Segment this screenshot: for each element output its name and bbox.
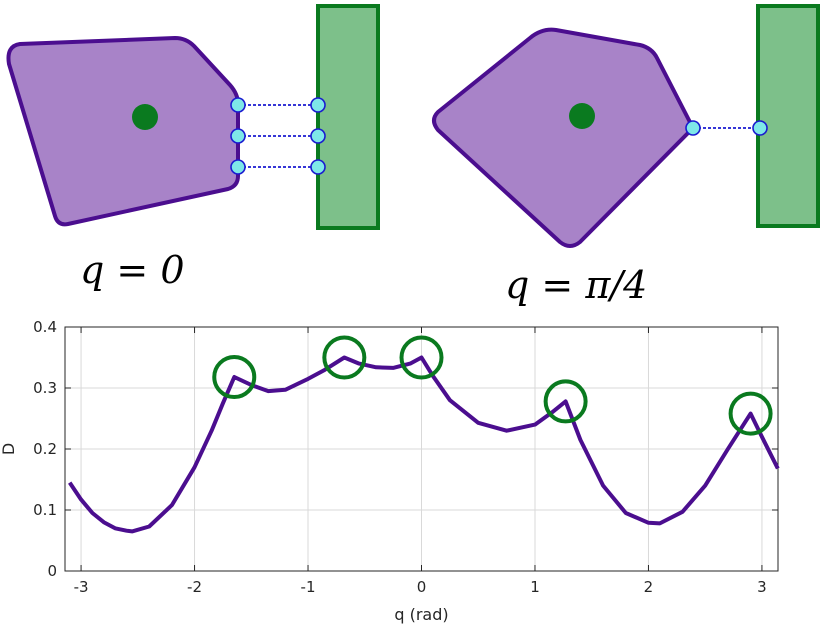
y-tick-label: 0.4 [33, 318, 57, 336]
y-tick-label: 0 [47, 562, 57, 580]
x-tick-label: 1 [530, 578, 540, 596]
y-tick-label: 0.3 [33, 379, 57, 397]
x-tick-label: -3 [74, 578, 89, 596]
object-center-dot-left [132, 104, 158, 130]
x-tick-label: -2 [187, 578, 202, 596]
contact-point [310, 97, 326, 113]
contact-pairs-left [230, 97, 326, 175]
wall-left [316, 4, 380, 230]
object-center-dot-right [569, 103, 595, 129]
x-tick-label: -1 [301, 578, 316, 596]
peak-circle [543, 379, 588, 424]
contact-point [752, 120, 768, 136]
chart-grid [65, 326, 778, 572]
y-axis-label: D [0, 443, 18, 455]
peak-circle [322, 335, 367, 380]
contact-point [310, 159, 326, 175]
chart: -3 -2 -1 0 1 2 3 0 0.1 0.2 0.3 0.4 q (rad) D [0, 318, 780, 624]
wall-right [756, 4, 820, 228]
peak-circle [399, 335, 444, 380]
x-tick-label: 2 [644, 578, 654, 596]
x-tick-label: 3 [757, 578, 767, 596]
contact-point [230, 159, 246, 175]
peak-circle [212, 355, 257, 400]
x-tick-label: 0 [417, 578, 427, 596]
contact-point [230, 128, 246, 144]
y-tick-label: 0.1 [33, 501, 57, 519]
object-polygon-right [432, 27, 695, 248]
contact-point [685, 120, 701, 136]
illustration-q0: q = 0 [6, 4, 380, 292]
peak-circle [728, 391, 773, 436]
label-q0: q = 0 [80, 248, 185, 292]
x-axis-label: q (rad) [394, 605, 448, 624]
series-line [68, 355, 780, 534]
contact-point [230, 97, 246, 113]
object-polygon-left [6, 36, 240, 227]
contact-point [310, 128, 326, 144]
chart-ticks: -3 -2 -1 0 1 2 3 0 0.1 0.2 0.3 0.4 [33, 318, 778, 596]
peak-markers [212, 335, 773, 436]
illustration-q-pi-4: q = π/4 [432, 4, 820, 307]
label-q-pi-4: q = π/4 [505, 263, 647, 307]
y-tick-label: 0.2 [33, 440, 57, 458]
